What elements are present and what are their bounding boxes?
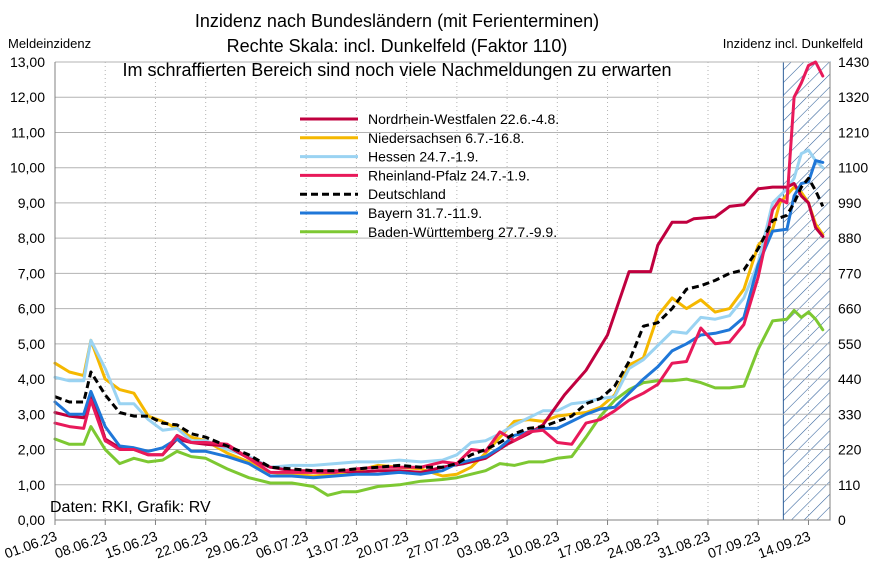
y-tick-label-right: 660 xyxy=(838,301,862,317)
y-tick-label-right: 110 xyxy=(838,477,861,493)
y-tick-label-right: 1210 xyxy=(838,124,869,140)
series-line-deutschland xyxy=(54,176,825,473)
y-tick-label-left: 11,00 xyxy=(11,124,45,140)
chart-subtitle: Rechte Skala: incl. Dunkelfeld (Faktor 1… xyxy=(227,36,568,56)
series-line-baden-w-rttemberg xyxy=(53,308,825,497)
y-tick-label-left: 9,00 xyxy=(18,195,45,211)
y-tick-label-right: 0 xyxy=(838,512,846,528)
chart-title: Inzidenz nach Bundesländern (mit Ferient… xyxy=(195,11,599,31)
y-tick-label-left: 0,00 xyxy=(18,512,45,528)
legend-label: Niedersachsen 6.7.-16.8. xyxy=(368,130,524,146)
y-tick-label-left: 12,00 xyxy=(10,89,45,105)
y-tick-label-right: 330 xyxy=(838,406,862,422)
legend-label: Rheinland-Pfalz 24.7.-1.9. xyxy=(368,167,530,183)
chart-note: Im schraffierten Bereich sind noch viele… xyxy=(123,60,672,80)
y-axis-label-right: Inzidenz incl. Dunkelfeld xyxy=(723,36,863,51)
y-tick-label-left: 8,00 xyxy=(18,230,45,246)
y-tick-label-right: 550 xyxy=(838,336,862,352)
y-tick-label-right: 1430 xyxy=(838,54,869,70)
y-tick-label-left: 3,00 xyxy=(18,406,45,422)
y-tick-label-right: 770 xyxy=(838,265,862,281)
legend-label: Bayern 31.7.-11.9. xyxy=(368,205,482,221)
y-tick-label-left: 2,00 xyxy=(18,442,45,458)
y-tick-label-left: 7,00 xyxy=(18,265,45,281)
legend-label: Nordrhein-Westfalen 22.6.-4.8. xyxy=(368,111,559,127)
y-axis-label-left: Meldeinzidenz xyxy=(8,36,91,51)
y-tick-label-right: 880 xyxy=(838,230,862,246)
y-tick-label-left: 4,00 xyxy=(18,371,45,387)
y-tick-label-right: 440 xyxy=(838,371,862,387)
y-tick-label-right: 1100 xyxy=(838,160,868,176)
y-tick-label-left: 13,00 xyxy=(10,54,45,70)
source-note: Daten: RKI, Grafik: RV xyxy=(50,499,211,516)
y-tick-label-left: 6,00 xyxy=(18,301,45,317)
legend-label: Baden-Württemberg 27.7.-9.9. xyxy=(368,224,557,240)
legend-label: Hessen 24.7.-1.9. xyxy=(368,149,479,165)
series-line-hessen xyxy=(53,148,825,469)
y-tick-label-left: 10,00 xyxy=(10,160,45,176)
y-tick-label-left: 5,00 xyxy=(18,336,45,352)
series-line-rheinland-pfalz xyxy=(53,60,825,474)
y-tick-label-right: 220 xyxy=(838,442,862,458)
y-tick-label-right: 1320 xyxy=(838,89,869,105)
legend-label: Deutschland xyxy=(368,186,446,202)
y-tick-label-right: 990 xyxy=(838,195,862,211)
y-tick-label-left: 1,00 xyxy=(18,477,45,493)
